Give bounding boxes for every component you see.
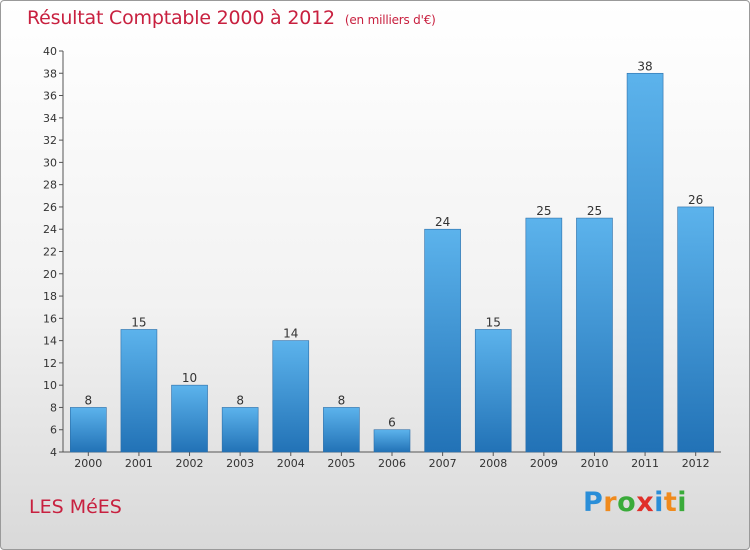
bar-2012: [677, 206, 714, 453]
x-tick-label-2002: 2002: [176, 457, 204, 470]
bar-2001: [120, 329, 158, 453]
y-tick-label: 38: [43, 67, 57, 80]
value-label-2007: 24: [435, 215, 450, 229]
y-tick-label: 24: [43, 223, 57, 236]
y-tick-label: 36: [43, 90, 57, 103]
bar-2008: [474, 329, 512, 453]
bar-2004: [272, 340, 310, 453]
value-label-2002: 10: [182, 371, 197, 385]
value-label-2011: 38: [637, 59, 652, 73]
value-label-2000: 8: [84, 393, 92, 407]
y-tick-label: 22: [43, 246, 57, 259]
y-tick-label: 28: [43, 179, 57, 192]
bar-2007: [424, 228, 461, 453]
y-tick-label: 10: [43, 379, 57, 392]
bar-2003: [221, 407, 259, 453]
chart-labels: 8 2000 15 2001 10 2002 8 2003 14 2004 8 2005 6 2006 24…: [74, 59, 709, 470]
chart-bars: [70, 72, 714, 453]
bar-2002: [171, 384, 208, 453]
x-tick-label-2001: 2001: [125, 457, 153, 470]
y-tick-label: 18: [43, 290, 57, 303]
value-label-2003: 8: [236, 393, 244, 407]
y-tick-label: 12: [43, 357, 57, 370]
value-label-2009: 25: [536, 204, 551, 218]
value-label-2006: 6: [388, 416, 396, 430]
x-tick-label-2006: 2006: [378, 457, 406, 470]
value-label-2005: 8: [338, 393, 346, 407]
y-tick-label: 20: [43, 268, 57, 281]
y-tick-label: 30: [43, 156, 57, 169]
logo-letter: o: [617, 487, 637, 518]
location-label: LES MéES: [29, 496, 122, 518]
y-tick-label: 14: [43, 335, 57, 348]
y-tick-label: 34: [43, 112, 57, 125]
x-tick-label-2004: 2004: [277, 457, 305, 470]
bar-2005: [323, 407, 360, 453]
y-tick-label: 40: [43, 45, 57, 58]
bar-2000: [70, 407, 107, 453]
proxiti-logo: Proxiti: [583, 487, 687, 518]
y-tick-label: 32: [43, 134, 57, 147]
x-tick-label-2009: 2009: [530, 457, 558, 470]
bar-2006: [373, 429, 411, 453]
logo-letter: P: [583, 487, 604, 518]
value-label-2008: 15: [486, 315, 501, 329]
x-tick-label-2011: 2011: [631, 457, 659, 470]
x-tick-label-2007: 2007: [429, 457, 457, 470]
y-tick-label: 8: [50, 401, 57, 414]
bar-2010: [576, 217, 613, 453]
chart-unit: (en milliers d'€): [344, 13, 436, 27]
logo-letter: r: [603, 487, 618, 518]
value-label-2012: 26: [688, 193, 703, 207]
y-tick-label: 16: [43, 312, 57, 325]
bar-2011: [626, 72, 664, 453]
x-tick-label-2008: 2008: [479, 457, 507, 470]
logo-letter: t: [663, 487, 678, 518]
chart-title-text: Résultat Comptable 2000 à 2012: [27, 7, 335, 29]
x-tick-label-2005: 2005: [327, 457, 355, 470]
y-tick-label: 26: [43, 201, 57, 214]
value-label-2010: 25: [587, 204, 602, 218]
bar-2009: [525, 217, 563, 453]
value-label-2004: 14: [283, 327, 298, 341]
logo-letter: x: [636, 487, 655, 518]
logo-letter: i: [677, 487, 688, 518]
x-tick-label-2003: 2003: [226, 457, 254, 470]
logo-letter: i: [654, 487, 664, 518]
chart-title: Résultat Comptable 2000 à 2012 (en millie…: [27, 7, 436, 29]
y-tick-label: 6: [50, 424, 57, 437]
y-tick-label: 4: [50, 446, 57, 459]
x-tick-label-2012: 2012: [682, 457, 710, 470]
value-label-2001: 15: [131, 315, 146, 329]
x-tick-label-2010: 2010: [580, 457, 608, 470]
x-tick-label-2000: 2000: [74, 457, 102, 470]
